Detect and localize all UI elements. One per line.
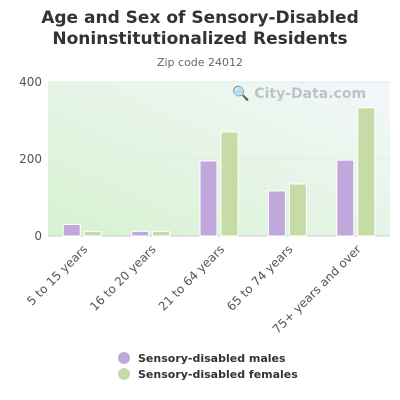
legend-item-males: Sensory-disabled males: [118, 350, 298, 366]
watermark: 🔍 City-Data.com: [232, 86, 366, 102]
legend-swatch-females: [118, 368, 130, 380]
x-tick-label: 21 to 64 years: [156, 242, 227, 313]
chart-subtitle: Zip code 24012: [156, 56, 244, 69]
bar-males: [336, 159, 355, 237]
legend-label-males: Sensory-disabled males: [138, 351, 286, 365]
bar-females: [83, 230, 102, 237]
legend-swatch-males: [118, 352, 130, 364]
bar-females: [220, 131, 239, 237]
y-tick-label: 0: [34, 229, 42, 243]
bar-females: [288, 183, 307, 237]
legend: Sensory-disabled males Sensory-disabled …: [118, 350, 298, 382]
bar-females: [357, 107, 376, 237]
bar-males: [62, 223, 81, 237]
x-tick-label: 5 to 15 years: [24, 242, 90, 308]
y-tick-label: 400: [19, 75, 42, 89]
bar-males: [199, 160, 218, 237]
x-tick-label: 65 to 74 years: [224, 242, 295, 313]
x-tick-label: 16 to 20 years: [87, 242, 158, 313]
legend-item-females: Sensory-disabled females: [118, 366, 298, 382]
legend-label-females: Sensory-disabled females: [138, 367, 298, 381]
chart-title: Age and Sex of Sensory-Disabled Noninsti…: [41, 8, 359, 49]
bar-males: [131, 230, 150, 237]
search-icon: 🔍: [232, 86, 250, 102]
y-tick-label: 200: [19, 152, 42, 166]
watermark-text: City-Data.com: [254, 86, 367, 102]
bar-males: [267, 190, 286, 237]
bar-females: [152, 230, 171, 237]
